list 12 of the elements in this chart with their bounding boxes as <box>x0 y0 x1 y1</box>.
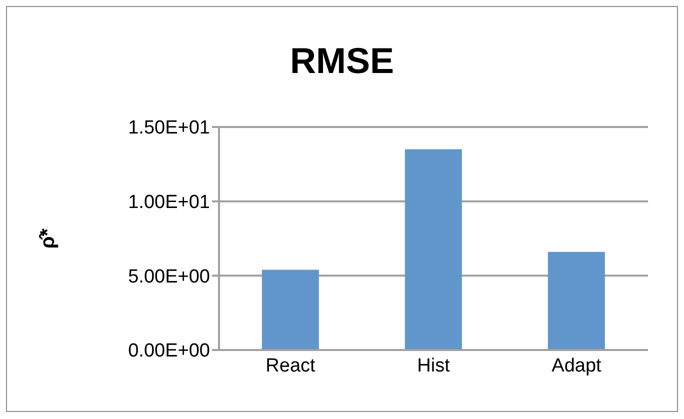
bar <box>404 149 462 350</box>
y-tick-label: 5.00E+00 <box>128 266 210 288</box>
y-axis-title: ρ̂* <box>37 228 60 249</box>
x-tick-label: Adapt <box>552 355 602 376</box>
y-tick-label: 1.00E+01 <box>128 192 210 214</box>
x-tick-label: Hist <box>417 355 451 376</box>
bar <box>262 270 319 350</box>
y-tick-label: 1.50E+01 <box>128 118 210 139</box>
x-tick-label: React <box>266 355 316 376</box>
chart-title: RMSE <box>288 40 395 82</box>
y-tick-label: 0.00E+00 <box>128 340 210 362</box>
bar <box>548 252 605 350</box>
